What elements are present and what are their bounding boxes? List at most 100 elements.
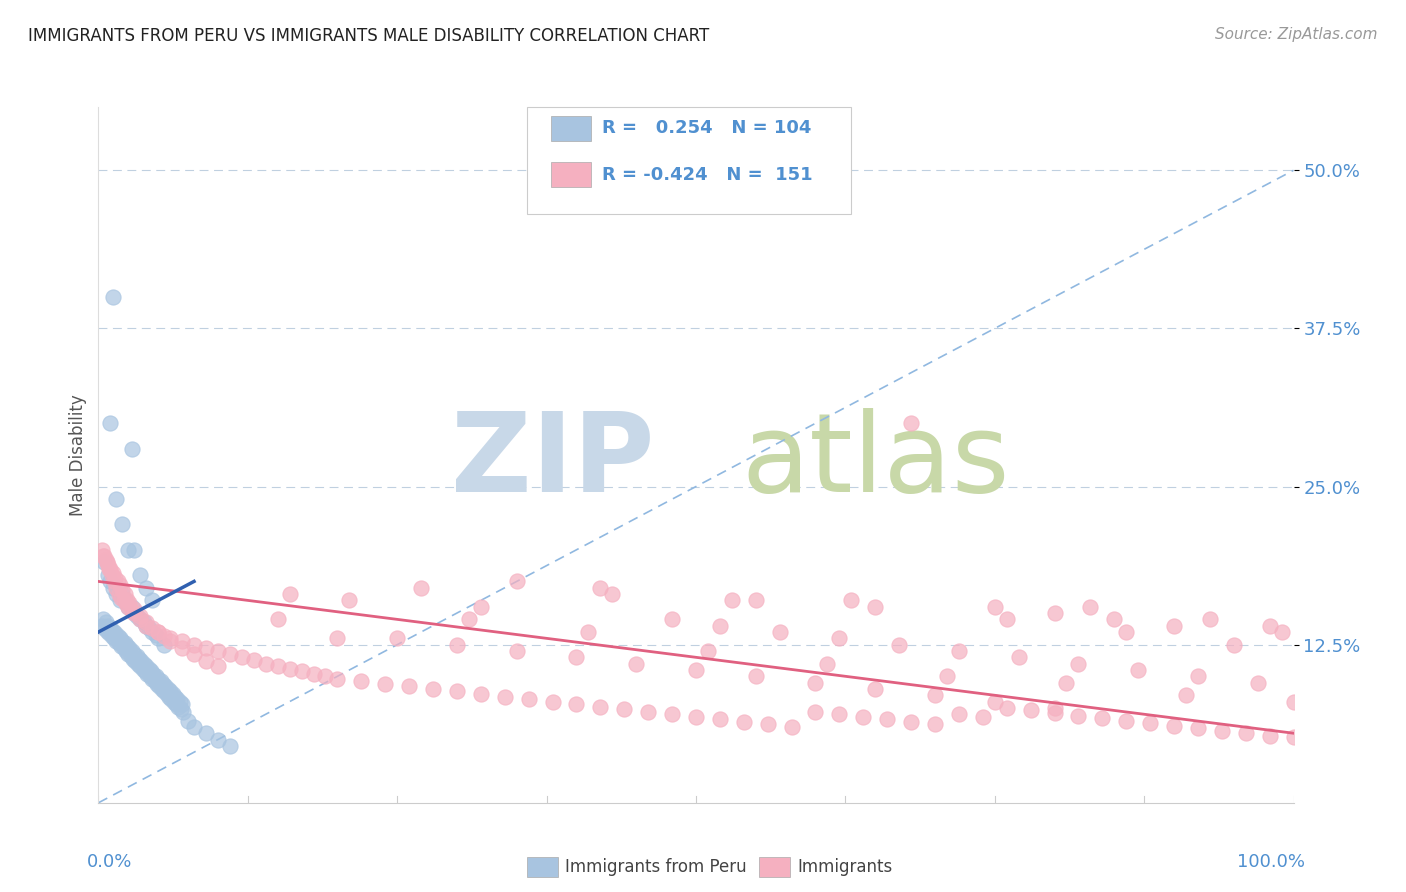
Point — [101, 581, 124, 595]
Point — [769, 625, 792, 640]
Point — [517, 692, 540, 706]
Point — [124, 542, 146, 557]
Point — [159, 632, 181, 646]
Point — [1043, 606, 1066, 620]
Point — [135, 659, 157, 673]
Point — [1282, 695, 1305, 709]
Point — [446, 638, 468, 652]
Point — [195, 654, 218, 668]
Point — [339, 593, 361, 607]
Point — [1175, 688, 1198, 702]
Point — [828, 632, 851, 646]
Point — [506, 574, 529, 589]
Point — [105, 587, 128, 601]
Point — [422, 681, 444, 696]
Point — [117, 647, 139, 661]
Point — [278, 662, 301, 676]
Point — [1163, 718, 1185, 732]
Point — [1043, 701, 1066, 715]
Point — [183, 638, 205, 652]
Point — [578, 625, 600, 640]
Point — [172, 633, 194, 648]
Point — [138, 621, 160, 635]
Point — [326, 632, 349, 646]
Point — [841, 593, 863, 607]
Point — [243, 653, 266, 667]
Point — [107, 587, 129, 601]
Text: 100.0%: 100.0% — [1237, 854, 1306, 871]
Point — [148, 680, 170, 694]
Point — [1258, 618, 1281, 632]
Point — [733, 714, 755, 729]
Point — [141, 621, 163, 635]
Point — [709, 712, 731, 726]
Point — [315, 669, 337, 683]
Point — [105, 581, 128, 595]
Point — [98, 562, 122, 576]
Point — [145, 627, 167, 641]
Point — [1282, 730, 1305, 744]
Point — [138, 662, 160, 676]
Point — [613, 702, 636, 716]
Point — [129, 608, 152, 623]
Point — [150, 681, 173, 696]
Point — [924, 688, 946, 702]
Point — [865, 681, 887, 696]
Point — [385, 632, 409, 646]
Text: R = -0.424   N =  151: R = -0.424 N = 151 — [602, 166, 813, 184]
Point — [108, 578, 131, 592]
Point — [121, 599, 143, 614]
Point — [139, 665, 162, 679]
Point — [114, 587, 136, 601]
Point — [100, 568, 122, 582]
Point — [169, 695, 191, 709]
Point — [219, 647, 242, 661]
Point — [195, 641, 218, 656]
Point — [1115, 714, 1137, 728]
Point — [91, 618, 114, 632]
Point — [1187, 721, 1209, 735]
Point — [153, 638, 176, 652]
Point — [165, 697, 187, 711]
Point — [1091, 711, 1114, 725]
Point — [115, 644, 138, 658]
Point — [141, 625, 163, 640]
Point — [865, 599, 887, 614]
Point — [135, 618, 157, 632]
Point — [105, 633, 128, 648]
Text: atlas: atlas — [741, 408, 1010, 515]
Point — [143, 674, 166, 689]
Point — [1067, 708, 1090, 723]
Point — [541, 695, 564, 709]
Point — [112, 641, 135, 656]
Text: IMMIGRANTS FROM PERU VS IMMIGRANTS MALE DISABILITY CORRELATION CHART: IMMIGRANTS FROM PERU VS IMMIGRANTS MALE … — [28, 27, 710, 45]
Point — [127, 657, 149, 671]
Point — [94, 553, 117, 567]
Point — [661, 612, 683, 626]
Point — [177, 714, 200, 728]
Point — [183, 720, 205, 734]
Point — [398, 680, 420, 694]
Point — [1115, 625, 1137, 640]
Point — [91, 542, 114, 557]
Point — [219, 739, 242, 753]
Point — [101, 624, 124, 638]
Point — [153, 684, 176, 698]
Point — [207, 659, 229, 673]
Point — [98, 626, 121, 640]
Point — [936, 669, 959, 683]
Point — [101, 566, 124, 580]
Point — [1008, 650, 1031, 665]
Text: 0.0%: 0.0% — [87, 854, 132, 871]
Point — [111, 517, 134, 532]
Point — [136, 666, 159, 681]
Text: R =   0.254   N = 104: R = 0.254 N = 104 — [602, 120, 811, 137]
Point — [157, 690, 180, 704]
Point — [565, 650, 588, 665]
Point — [117, 542, 139, 557]
Point — [756, 717, 779, 731]
Point — [984, 599, 1007, 614]
Point — [231, 650, 253, 665]
Point — [602, 587, 624, 601]
Point — [172, 641, 194, 656]
